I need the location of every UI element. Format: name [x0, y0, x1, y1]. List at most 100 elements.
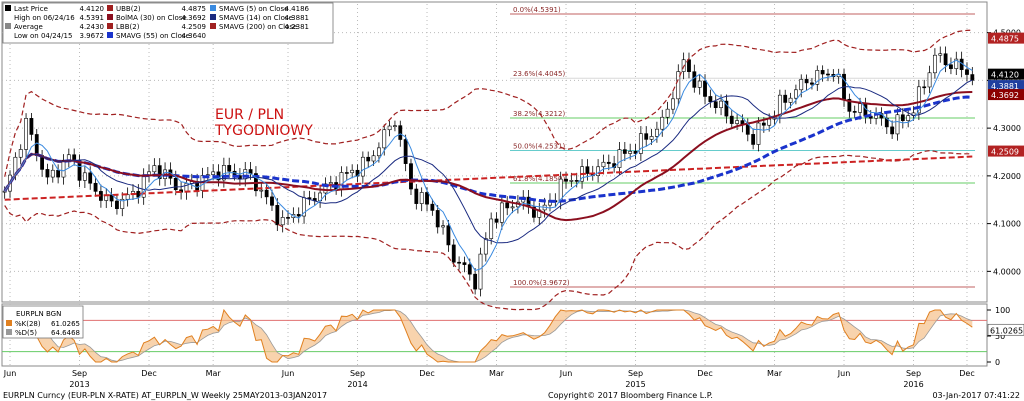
legend-label: BolMA (30) on Close — [116, 14, 187, 22]
legend-label: SMAVG (5) on Close — [219, 5, 288, 13]
candle-body — [638, 133, 643, 154]
candle-body — [286, 217, 290, 219]
candle-body — [916, 86, 921, 114]
candle-body — [419, 192, 424, 204]
candle-body — [585, 166, 590, 174]
candle-body — [435, 210, 440, 228]
candle-body — [810, 82, 814, 85]
x-axis-month-label: Mar — [206, 369, 222, 378]
legend-marker — [107, 23, 113, 29]
candle-body — [852, 111, 857, 113]
x-axis-month-label: Dec — [419, 369, 434, 378]
legend-value: 4.3640 — [182, 32, 207, 40]
candle-body — [462, 262, 467, 265]
osc-legend-marker — [6, 329, 12, 335]
candle-body — [115, 200, 119, 209]
legend-value: 4.3692 — [182, 14, 207, 22]
candle-body — [264, 189, 269, 198]
candle-body — [932, 54, 937, 74]
osc-legend-value: 64.6468 — [51, 329, 80, 337]
candle-body — [970, 74, 975, 81]
candle-body — [777, 94, 782, 117]
candle-body — [622, 149, 627, 154]
fib-level-label: 61.8%(4.1850) — [513, 175, 565, 183]
legend-label: UBB(2) — [116, 5, 141, 13]
candle-body — [671, 98, 675, 110]
candle-body — [441, 225, 445, 228]
candle-body — [280, 217, 285, 226]
osc-tag-bg — [987, 323, 1024, 336]
candle-body — [360, 156, 365, 177]
candle-body — [719, 100, 723, 108]
candle-body — [173, 177, 178, 191]
candle-body — [943, 53, 948, 66]
legend-box: Last Price 4.4120 High on 06/24/16 4.5391 Av… — [2, 2, 334, 44]
candle-body — [708, 96, 713, 102]
legend-value: 4.2509 — [182, 23, 207, 31]
candle-body — [532, 206, 536, 218]
candle-body — [18, 149, 23, 158]
osc-legend-value: 61.0265 — [51, 320, 80, 328]
candle-body — [382, 129, 387, 149]
candle-body — [761, 122, 766, 126]
legend-value: 3.9672 — [80, 32, 105, 40]
candle-body — [735, 120, 740, 124]
candle-body — [692, 71, 697, 88]
axes-layer: 4.50004.40004.30004.20004.10004.00004.48… — [3, 29, 1024, 389]
candle-body — [569, 180, 574, 182]
price-tag-label: 4.4120 — [991, 71, 1019, 80]
candle-body — [88, 172, 93, 184]
candle-body — [564, 178, 568, 182]
fib-level-label: 100.0%(3.9672) — [513, 279, 570, 287]
price-tag-bg — [988, 89, 1024, 101]
osc-tag-label: 61.0265 — [990, 326, 1023, 335]
legend-label: SMAVG (14) on Close — [219, 14, 293, 22]
candle-body — [724, 100, 729, 117]
candle-body — [494, 218, 499, 223]
candle-body — [323, 183, 328, 194]
legend-marker — [107, 32, 113, 38]
candle-body — [398, 125, 403, 140]
price-tag-bg — [988, 68, 1024, 80]
price-tag-label: 4.3881 — [991, 82, 1019, 91]
x-axis-month-label: Mar — [489, 369, 505, 378]
candle-body — [50, 169, 55, 178]
candle-body — [847, 98, 852, 112]
legend-value: 4.2430 — [80, 23, 105, 31]
fib-level-label: 0.0%(4.5391) — [513, 6, 561, 14]
series-lbb-line — [4, 149, 973, 311]
candle-body — [152, 165, 157, 173]
candle-body — [788, 97, 793, 103]
candle-body — [483, 238, 488, 255]
candle-body — [510, 206, 515, 209]
legend-marker — [210, 5, 216, 11]
oscillator-layer — [2, 308, 987, 363]
candle-body — [606, 161, 611, 164]
candle-body — [954, 58, 959, 69]
x-axis-month-label: Dec — [697, 369, 712, 378]
candle-body — [446, 225, 451, 246]
candle-body — [767, 118, 772, 126]
candle-body — [34, 134, 39, 156]
osc-d-line — [4, 309, 973, 363]
candle-body — [927, 72, 932, 88]
series-sma5-line — [4, 59, 973, 272]
candle-body — [120, 198, 125, 209]
candle-body — [344, 172, 349, 174]
legend-marker — [210, 14, 216, 20]
osc-axis-label: 100 — [995, 306, 1010, 315]
x-axis-month-label: Sep — [72, 369, 87, 378]
price-axis-label: 4.3000 — [993, 124, 1021, 133]
candle-body — [259, 189, 264, 192]
candle-body — [93, 182, 98, 192]
candle-body — [24, 118, 28, 150]
x-axis-month-label: Sep — [906, 369, 921, 378]
candle-body — [307, 197, 312, 199]
osc-axis-label: 50 — [995, 332, 1005, 341]
candle-body — [328, 182, 333, 185]
candle-body — [649, 136, 654, 140]
series-ubb-line — [4, 29, 973, 177]
candle-body — [157, 165, 162, 179]
candle-body — [922, 86, 927, 89]
candle-body — [82, 172, 87, 181]
